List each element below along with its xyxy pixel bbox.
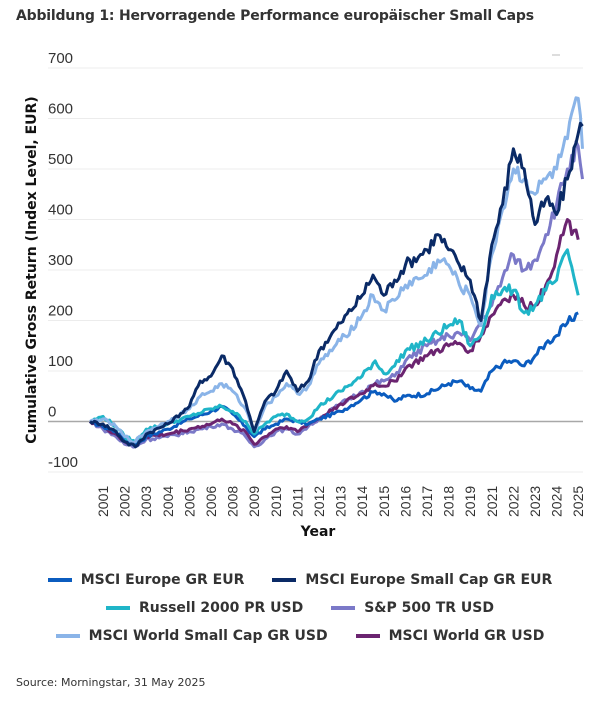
x-tick-label: 2013	[333, 486, 349, 517]
series-line-msci-europe-small-cap-gr-eur	[89, 121, 584, 449]
x-tick-label: 2008	[225, 486, 241, 517]
legend: MSCI Europe GR EUR MSCI Europe Small Cap …	[0, 566, 600, 650]
legend-label: MSCI Europe GR EUR	[80, 572, 245, 588]
x-tick-label: 2001	[95, 486, 111, 517]
legend-item: S&P 500 TR USD	[331, 600, 494, 616]
legend-swatch	[331, 606, 356, 610]
x-tick-label: 2005	[181, 486, 197, 517]
series-line-msci-world-gr-usd	[88, 218, 580, 446]
y-tick-label: 300	[48, 252, 73, 269]
x-tick-label: 2016	[397, 486, 413, 517]
y-axis-label: Cumulative Gross Return (Index Level, EU…	[24, 96, 40, 443]
y-tick-label: -100	[48, 454, 78, 471]
x-tick-label: 2023	[527, 486, 543, 517]
y-tick-label: 100	[48, 353, 73, 370]
y-tick-label: 200	[48, 303, 73, 320]
source-note: Source: Morningstar, 31 May 2025	[16, 676, 206, 689]
legend-label: Russell 2000 PR USD	[138, 600, 304, 616]
x-axis-ticks: 2001 2002 2003 2004 2005 2006 2008 2009 2010 2011…	[95, 486, 586, 517]
x-tick-label: 2021	[484, 486, 500, 517]
legend-label: S&P 500 TR USD	[364, 600, 495, 616]
legend-item: MSCI Europe Small Cap GR EUR	[272, 572, 552, 588]
legend-label: MSCI World GR USD	[388, 628, 545, 644]
y-tick-label: 600	[48, 101, 73, 118]
x-tick-label: 2009	[246, 486, 262, 517]
legend-row: MSCI World Small Cap GR USD MSCI World GR…	[0, 622, 600, 650]
legend-item: MSCI World GR USD	[355, 628, 545, 644]
x-tick-label: 2011	[289, 487, 305, 517]
x-tick-label: 2003	[138, 486, 154, 517]
x-tick-label: 2014	[354, 486, 370, 517]
series-line-msci-europe-gr-eur	[89, 311, 579, 447]
x-tick-label: 2025	[570, 486, 586, 517]
y-axis-ticks: -100 0 100 200 300 400 500 600 700	[48, 50, 78, 471]
legend-swatch	[47, 578, 72, 582]
x-tick-label: 2012	[311, 486, 327, 517]
x-tick-label: 2018	[441, 486, 457, 517]
y-tick-label: 400	[48, 202, 73, 219]
x-tick-label: 2010	[268, 486, 284, 517]
legend-swatch	[105, 606, 130, 610]
x-axis-label: Year	[300, 524, 336, 540]
legend-swatch	[55, 634, 80, 638]
legend-item: Russell 2000 PR USD	[105, 600, 304, 616]
y-tick-label: 0	[48, 404, 56, 421]
x-tick-label: 2004	[160, 486, 176, 517]
x-tick-label: 2022	[505, 486, 521, 517]
legend-item: MSCI Europe GR EUR	[47, 572, 245, 588]
chart-title: Abbildung 1: Hervorragende Performance e…	[16, 8, 534, 24]
y-tick-label: 700	[48, 50, 73, 67]
y-tick-label: 500	[48, 151, 73, 168]
legend-label: MSCI World Small Cap GR USD	[88, 628, 328, 644]
x-tick-label: 2019	[462, 486, 478, 517]
legend-swatch	[355, 634, 380, 638]
legend-row: Russell 2000 PR USD S&P 500 TR USD	[0, 594, 600, 622]
legend-swatch	[272, 578, 297, 582]
legend-row: MSCI Europe GR EUR MSCI Europe Small Cap …	[0, 566, 600, 594]
x-tick-label: 2017	[419, 486, 435, 517]
legend-label: MSCI Europe Small Cap GR EUR	[305, 572, 553, 588]
legend-item: MSCI World Small Cap GR USD	[55, 628, 328, 644]
x-tick-label: 2006	[203, 486, 219, 517]
series-lines	[88, 96, 584, 449]
x-tick-label: 2024	[549, 486, 565, 517]
x-tick-label: 2002	[117, 486, 133, 517]
x-tick-label: 2015	[376, 486, 392, 517]
